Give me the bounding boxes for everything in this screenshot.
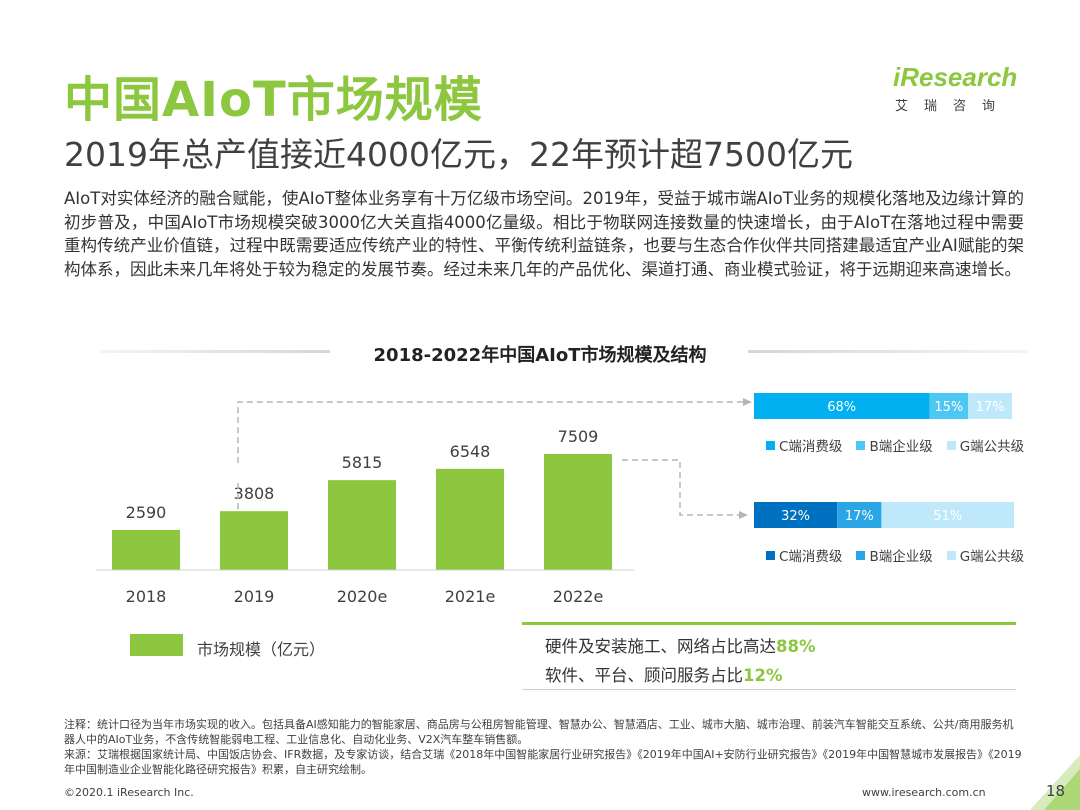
footer-url: www.iresearch.com.cn	[862, 786, 986, 799]
x-tick-label: 2019	[234, 587, 275, 606]
x-tick-label: 2021e	[445, 587, 496, 606]
iresearch-logo: iResearch 艾瑞咨询	[893, 62, 1023, 114]
stack-legend-bottom: C端消费级 B端企业级 G端公共级	[766, 545, 1024, 565]
stack-2019-segment-1	[929, 393, 969, 419]
legend-swatch-c	[766, 440, 775, 450]
footer-copyright: ©2020.1 iResearch Inc.	[64, 786, 194, 799]
bar-value-label: 7509	[558, 427, 599, 446]
logo-subtext: 艾瑞咨询	[895, 99, 1012, 114]
legend-swatch-g	[946, 440, 956, 450]
stack-2019-segment-label: 17%	[976, 400, 1005, 415]
x-tick-label: 2020e	[337, 587, 388, 606]
legend-label-c: C端消费级	[779, 439, 843, 455]
page-title: 中国AIoT市场规模	[64, 72, 483, 128]
legend-label-g: G端公共级	[959, 549, 1025, 565]
stack-2019-segment-label: 15%	[934, 400, 963, 415]
legend-swatch-b	[856, 550, 866, 560]
stack-2019-segment-0	[754, 393, 930, 419]
chart-title-divider-right	[748, 350, 1028, 353]
stack-2022e-segment-1	[837, 502, 882, 528]
note-text: 注释：统计口径为当年市场实现的收入。包括具备AI感知能力的智能家居、商品房与公租…	[64, 718, 1014, 746]
source-text: 来源：艾瑞根据国家统计局、中国饭店协会、IFR数据，及专家访谈，结合艾瑞《201…	[64, 748, 1022, 776]
summary-line-software: 软件、平台、顾问服务占比12%	[545, 662, 783, 686]
logo-text: iResearch	[893, 62, 1018, 92]
summary-box-bottom-border	[522, 689, 1016, 690]
stack-legend-top: C端消费级 B端企业级 G端公共级	[766, 435, 1024, 455]
legend-label-b: B端企业级	[869, 549, 933, 565]
legend-swatch-market	[130, 634, 183, 656]
summary-software-text: 软件、平台、顾问服务占比	[545, 666, 743, 685]
notes-block: 注释：统计口径为当年市场实现的收入。包括具备AI感知能力的智能家居、商品房与公租…	[64, 717, 1024, 777]
summary-hardware-text: 硬件及安装施工、网络占比高达	[545, 637, 776, 656]
connector-2019	[237, 401, 746, 464]
bar-value-label: 6548	[450, 442, 491, 461]
stack-2022e-segment-0	[754, 502, 838, 528]
legend-label-c: C端消费级	[779, 549, 843, 565]
page-number: 18	[1046, 782, 1066, 800]
legend-swatch-c	[766, 550, 775, 560]
x-tick-label: 2018	[126, 587, 167, 606]
stack-2019-segment-2	[968, 393, 1012, 419]
legend-swatch-b	[856, 440, 866, 450]
chart-title-divider-left	[100, 350, 330, 353]
page-corner-decoration	[1030, 755, 1080, 810]
stack-2022e-segment-label: 51%	[933, 509, 962, 524]
page-subtitle: 2019年总产值接近4000亿元，22年预计超7500亿元	[64, 135, 853, 174]
stack-2022e-segment-label: 32%	[781, 509, 810, 524]
bar-2019	[220, 511, 288, 570]
legend-label-market: 市场规模（亿元）	[197, 640, 326, 659]
summary-line-hardware: 硬件及安装施工、网络占比高达88%	[545, 633, 816, 657]
legend-label-b: B端企业级	[869, 439, 933, 455]
connector-2022	[622, 459, 740, 516]
bar-2018	[112, 529, 180, 570]
stack-2022e-segment-2	[881, 502, 1014, 528]
bar-value-label: 5815	[342, 453, 383, 472]
chart-canvas: 2590 2018 3808 2019 5815 2020e 6548 2021e 7509 20…	[96, 393, 1014, 606]
connector-2019-arrow	[743, 398, 752, 406]
bar-value-label: 2590	[126, 503, 167, 522]
connector-2022-arrow	[739, 511, 748, 519]
bar-2022e	[544, 453, 612, 570]
stack-2022e-segment-label: 17%	[845, 509, 874, 524]
stack-2019-segment-label: 68%	[827, 400, 856, 415]
intro-paragraph: AIoT对实体经济的融合赋能，使AIoT整体业务享有十万亿级市场空间。2019年…	[64, 189, 1024, 279]
chart-title: 2018-2022年中国AIoT市场规模及结构	[373, 345, 707, 366]
x-tick-label: 2022e	[553, 587, 604, 606]
legend-label-g: G端公共级	[959, 439, 1025, 455]
bar-2021e	[436, 468, 504, 570]
bar-value-label: 3808	[234, 484, 275, 503]
bar-2020e	[328, 480, 396, 570]
legend-swatch-g	[946, 550, 956, 560]
summary-software-pct: 12%	[743, 666, 783, 685]
summary-box-top-border	[522, 622, 1016, 625]
summary-hardware-pct: 88%	[776, 637, 816, 656]
